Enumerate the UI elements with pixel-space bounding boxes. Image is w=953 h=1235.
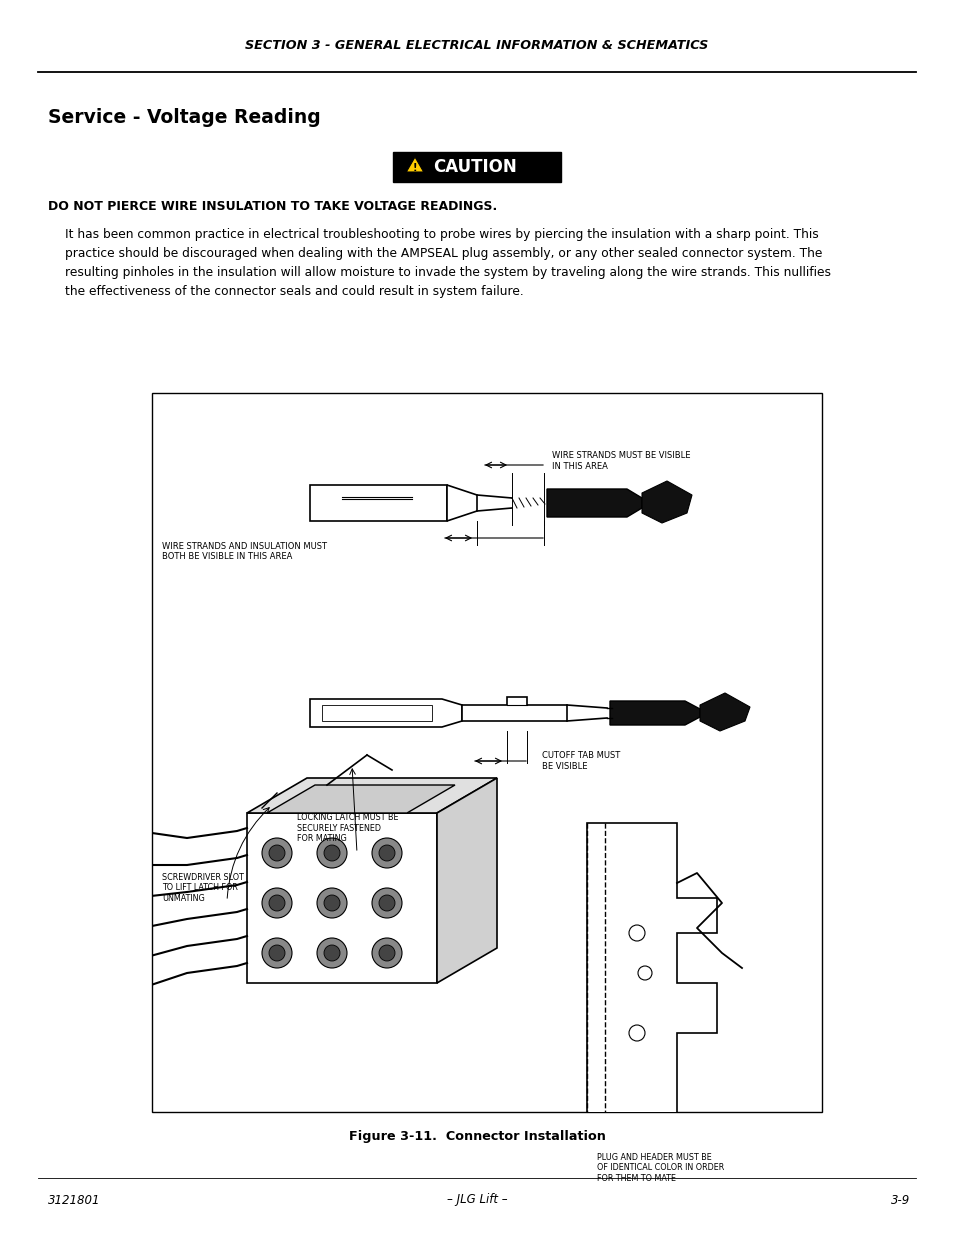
Text: resulting pinholes in the insulation will allow moisture to invade the system by: resulting pinholes in the insulation wil… bbox=[65, 266, 830, 279]
Text: LOCKING LATCH MUST BE
SECURELY FASTENED
FOR MATING: LOCKING LATCH MUST BE SECURELY FASTENED … bbox=[296, 813, 398, 844]
Circle shape bbox=[372, 839, 401, 868]
Polygon shape bbox=[310, 699, 461, 727]
Circle shape bbox=[269, 895, 285, 911]
Text: Figure 3-11.  Connector Installation: Figure 3-11. Connector Installation bbox=[348, 1130, 605, 1144]
Polygon shape bbox=[436, 778, 497, 983]
Circle shape bbox=[262, 939, 292, 968]
Circle shape bbox=[378, 845, 395, 861]
Circle shape bbox=[324, 845, 339, 861]
Bar bbox=[322, 705, 432, 721]
Polygon shape bbox=[641, 480, 691, 522]
Text: the effectiveness of the connector seals and could result in system failure.: the effectiveness of the connector seals… bbox=[65, 285, 523, 298]
Polygon shape bbox=[546, 489, 641, 517]
Polygon shape bbox=[700, 693, 749, 731]
Bar bbox=[247, 813, 436, 983]
Circle shape bbox=[372, 888, 401, 918]
Polygon shape bbox=[406, 157, 423, 172]
Text: WIRE STRANDS MUST BE VISIBLE
IN THIS AREA: WIRE STRANDS MUST BE VISIBLE IN THIS ARE… bbox=[552, 451, 690, 471]
Polygon shape bbox=[461, 697, 566, 721]
Text: It has been common practice in electrical troubleshooting to probe wires by pier: It has been common practice in electrica… bbox=[65, 228, 818, 241]
Circle shape bbox=[638, 966, 651, 981]
Text: 3-9: 3-9 bbox=[890, 1193, 909, 1207]
Text: !: ! bbox=[413, 163, 416, 173]
Bar bbox=[310, 485, 447, 521]
Polygon shape bbox=[247, 778, 497, 813]
FancyBboxPatch shape bbox=[152, 393, 821, 1112]
Text: Service - Voltage Reading: Service - Voltage Reading bbox=[48, 107, 320, 127]
Circle shape bbox=[262, 839, 292, 868]
Text: – JLG Lift –: – JLG Lift – bbox=[446, 1193, 507, 1207]
Circle shape bbox=[378, 945, 395, 961]
Circle shape bbox=[316, 888, 347, 918]
Polygon shape bbox=[447, 485, 476, 521]
Text: CUTOFF TAB MUST
BE VISIBLE: CUTOFF TAB MUST BE VISIBLE bbox=[541, 751, 619, 771]
Text: CAUTION: CAUTION bbox=[433, 158, 517, 177]
Polygon shape bbox=[267, 785, 455, 813]
Circle shape bbox=[324, 895, 339, 911]
Circle shape bbox=[378, 895, 395, 911]
Text: practice should be discouraged when dealing with the AMPSEAL plug assembly, or a: practice should be discouraged when deal… bbox=[65, 247, 821, 261]
Polygon shape bbox=[586, 823, 717, 1113]
Circle shape bbox=[316, 839, 347, 868]
Circle shape bbox=[628, 1025, 644, 1041]
Circle shape bbox=[372, 939, 401, 968]
FancyBboxPatch shape bbox=[393, 152, 560, 182]
Circle shape bbox=[262, 888, 292, 918]
Text: DO NOT PIERCE WIRE INSULATION TO TAKE VOLTAGE READINGS.: DO NOT PIERCE WIRE INSULATION TO TAKE VO… bbox=[48, 200, 497, 212]
Circle shape bbox=[628, 925, 644, 941]
Text: 3121801: 3121801 bbox=[48, 1193, 100, 1207]
Text: SECTION 3 - GENERAL ELECTRICAL INFORMATION & SCHEMATICS: SECTION 3 - GENERAL ELECTRICAL INFORMATI… bbox=[245, 40, 708, 52]
Text: SCREWDRIVER SLOT
TO LIFT LATCH FOR
UNMATING: SCREWDRIVER SLOT TO LIFT LATCH FOR UNMAT… bbox=[162, 873, 244, 903]
Circle shape bbox=[316, 939, 347, 968]
Polygon shape bbox=[609, 701, 700, 725]
Circle shape bbox=[269, 845, 285, 861]
Text: WIRE STRANDS AND INSULATION MUST
BOTH BE VISIBLE IN THIS AREA: WIRE STRANDS AND INSULATION MUST BOTH BE… bbox=[162, 542, 327, 562]
Circle shape bbox=[324, 945, 339, 961]
Circle shape bbox=[269, 945, 285, 961]
Text: PLUG AND HEADER MUST BE
OF IDENTICAL COLOR IN ORDER
FOR THEM TO MATE: PLUG AND HEADER MUST BE OF IDENTICAL COL… bbox=[597, 1153, 723, 1183]
